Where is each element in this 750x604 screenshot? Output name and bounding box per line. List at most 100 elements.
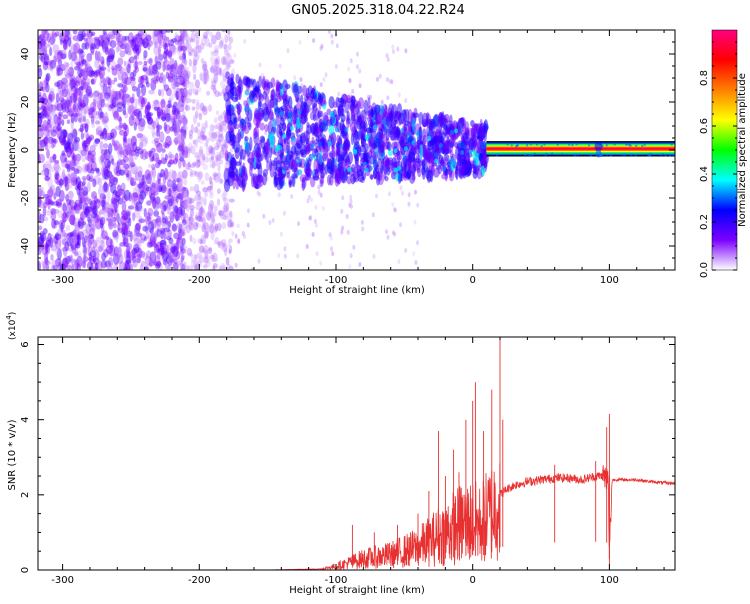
spectrogram-cell [67,109,74,117]
spectrogram-cell [82,163,89,174]
spectrogram-cell [98,64,102,76]
spectrogram-cell [132,192,139,198]
spectrogram-cell [117,83,124,88]
spectrogram-cell [64,99,71,106]
spectrogram-cell [94,138,101,144]
spectrogram-cell [116,161,120,169]
spectrogram-cell [137,110,142,122]
spectrogram-cell [127,205,135,210]
spectrogram-cell [166,106,171,119]
spectrogram-cell [159,43,163,48]
spectrogram-cell [64,241,70,252]
spectrogram-cell [173,139,181,144]
spectrogram-cell [305,129,310,145]
spectrogram-cell [221,222,227,230]
spectrogram-cell [68,199,75,207]
spectrogram-cell [152,152,160,162]
spectrogram-cell [155,60,162,70]
spectrogram-cell [107,77,112,86]
spectrogram-cell [172,179,177,185]
spectrogram-cell [86,30,93,39]
spectrogram-cell [68,49,72,60]
spectrogram-cell [65,194,69,202]
spectrogram-cell [80,149,87,157]
spectrogram-cell [172,185,179,195]
spectrogram-cell [62,39,68,45]
spectrogram-cell [137,37,144,48]
spectrogram-cell [97,51,102,60]
spectrogram-cell [45,243,50,249]
spectrogram-cell [57,228,62,237]
spectrogram-cell [114,246,119,257]
spectrogram-cell [72,91,78,103]
spectrogram-cell [204,172,210,182]
spectrogram-cell [223,43,228,50]
spectrogram-cell [247,208,250,214]
spectrogram-cell [65,255,71,265]
spectrogram-cell [89,144,96,153]
spectrogram-cell [49,103,54,113]
spectrogram-cell [119,159,126,166]
spectrogram-cell [340,208,344,214]
spectrogram-cell [298,39,302,45]
spectrogram-cell [163,227,171,233]
spectrogram-cell [58,261,62,270]
spectrogram-cell [150,77,158,82]
spectrogram-cell [103,181,108,192]
spectrogram-cell [78,51,86,58]
spectrogram-cell [176,66,182,77]
spectrogram-cell [113,203,119,216]
spectrogram-cell [296,169,303,176]
spectrogram-cell [204,74,210,83]
spectrogram-cell [131,135,137,146]
spectrogram-cell [65,180,73,189]
spectrogram-cell [55,198,63,208]
spectrogram-cell [172,262,179,270]
spectrogram-cell [121,210,126,216]
spectrogram-cell [299,148,307,156]
spectrogram-cell [169,64,176,73]
spectrogram-cell [144,103,151,109]
spectrogram-cell [118,122,124,129]
spectrogram-cell [124,225,131,236]
spectrogram-cell [422,128,427,138]
spectrogram-cell [38,128,44,139]
spectrogram-cell [178,104,185,113]
spectrogram-cell [171,258,175,264]
spectrogram-cell [71,263,75,270]
spectrogram-cell [425,167,430,180]
spectrogram-cell [331,251,335,257]
spectrogram-cell [124,112,129,119]
spectrogram-cell [136,38,142,46]
spectrogram-cell [76,87,81,96]
spectrogram-cell [105,245,113,255]
spectrogram-cell [78,117,82,123]
spectrogram-cell [144,137,149,144]
spectrogram-cell [173,71,178,78]
spectrogram-cell [215,31,222,41]
spectrogram-cell [79,197,83,210]
spectrogram-cell [77,250,82,257]
spectrogram-cell [110,98,115,105]
spectrogram-cell [51,30,57,43]
spectrogram-cell [77,30,84,42]
spectrogram-cell [81,222,87,229]
spectrogram-cell [83,241,87,249]
spectrogram-cell [182,231,186,236]
spectrogram-cell [175,135,180,144]
spectrogram-cell [176,119,183,124]
spectrogram-cell [100,98,105,108]
spectrogram-cell [339,143,344,149]
spectrogram-cell [213,50,219,57]
spectrogram-cell [129,231,133,242]
spectrogram-cell [102,116,109,124]
spectrogram-cell [386,57,390,63]
spectrogram-cell [90,150,96,157]
spectrogram-cell [95,126,103,135]
spectrogram-cell [468,137,475,151]
spectrogram-cell [103,248,109,258]
spectrogram-cell [629,153,632,156]
spectrogram-cell [89,107,96,116]
spectrogram-cell [173,242,180,251]
spectrogram-cell [60,98,65,110]
